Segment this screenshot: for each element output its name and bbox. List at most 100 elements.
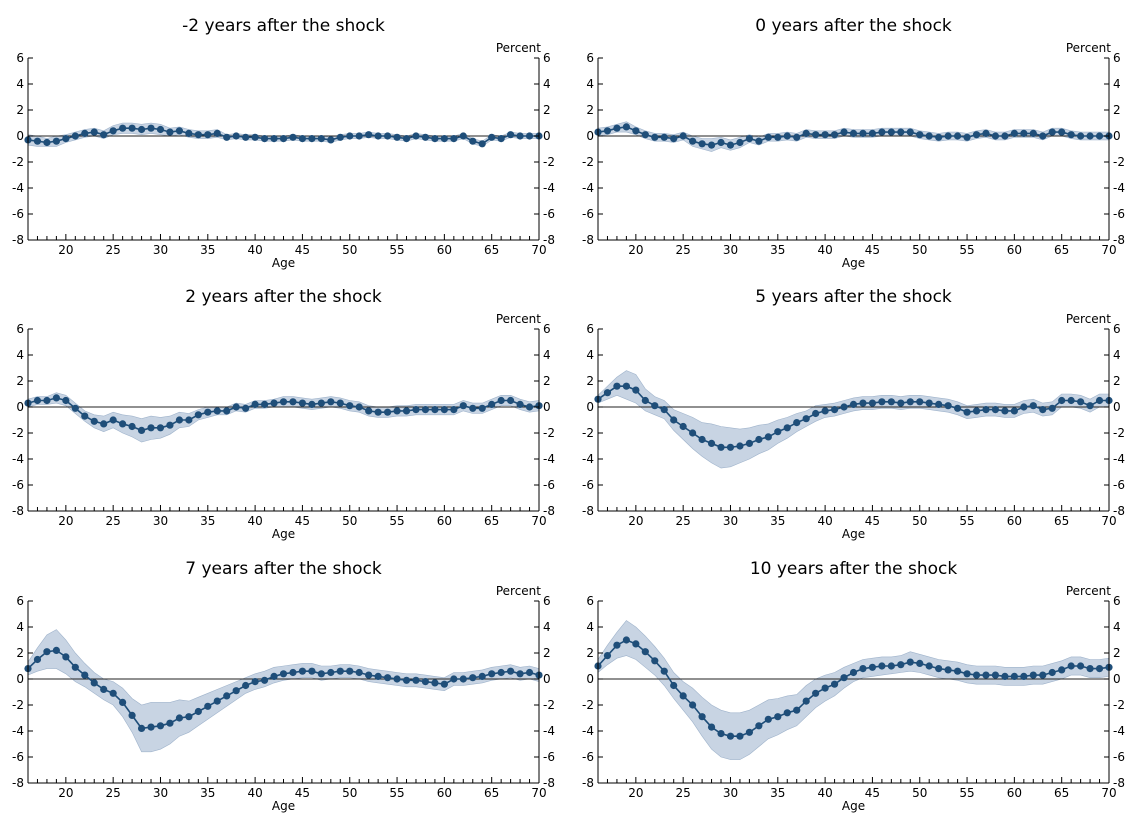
data-point (497, 396, 505, 405)
data-point (1048, 404, 1056, 412)
y-tick-label-right: -6 (543, 750, 555, 764)
y-tick-label-right: -4 (1113, 724, 1125, 738)
data-point (726, 732, 735, 740)
y-tick-label-left: -6 (582, 207, 594, 221)
y-tick-label-left: 4 (16, 77, 24, 91)
y-unit-label: Percent (1066, 584, 1111, 598)
data-point (916, 659, 924, 668)
data-point (232, 403, 240, 411)
x-tick-label: 25 (106, 786, 121, 800)
y-tick-label-right: -2 (1113, 698, 1125, 712)
y-tick-label-right: 6 (1113, 51, 1121, 65)
y-tick-label-left: 2 (586, 103, 594, 117)
data-point (459, 675, 467, 683)
data-point (137, 426, 146, 434)
data-point (251, 400, 259, 408)
data-point (670, 681, 678, 690)
data-point (270, 135, 278, 143)
y-tick-label-right: -8 (1113, 776, 1125, 790)
y-tick-label-left: -8 (12, 776, 24, 790)
data-point (355, 132, 363, 140)
data-point (1095, 396, 1104, 405)
data-point (137, 125, 146, 134)
data-point (897, 128, 905, 136)
data-point (830, 680, 839, 688)
data-point (459, 402, 467, 410)
x-tick-label: 30 (723, 514, 738, 528)
data-point (679, 692, 687, 700)
x-tick-label: 45 (295, 786, 310, 800)
y-tick-label-left: 0 (586, 129, 594, 143)
data-point (431, 135, 439, 143)
x-tick-label: 50 (342, 514, 357, 528)
data-point (223, 133, 231, 141)
chart-panel-0: -2 years after the shock -8 -8 -6 -6 -4 -4 -2 -2… (12, 16, 555, 270)
data-point (421, 406, 430, 414)
x-tick-label: 25 (676, 514, 691, 528)
data-point (175, 416, 184, 424)
data-point (421, 133, 430, 141)
data-point (632, 127, 640, 135)
data-point (516, 400, 524, 408)
data-point (516, 132, 524, 140)
y-unit-label: Percent (1066, 41, 1111, 55)
x-tick-label: 65 (484, 786, 499, 800)
y-tick-label-right: 0 (543, 672, 551, 686)
y-tick-label-right: 0 (1113, 400, 1121, 414)
data-point (925, 399, 933, 407)
data-point (431, 406, 439, 414)
y-tick-label-left: 6 (586, 322, 594, 336)
y-tick-label-left: 2 (16, 103, 24, 117)
data-point (185, 713, 193, 721)
data-point (100, 420, 108, 428)
y-tick-label-right: 4 (543, 77, 551, 91)
y-tick-label-right: -6 (1113, 750, 1125, 764)
data-point (868, 129, 877, 137)
y-tick-label-left: -8 (12, 504, 24, 518)
data-point (440, 406, 448, 414)
data-point (185, 416, 193, 424)
y-tick-label-left: -6 (582, 750, 594, 764)
x-tick-label: 55 (389, 786, 404, 800)
data-point (660, 133, 668, 141)
y-unit-label: Percent (496, 312, 541, 326)
y-tick-label-left: 0 (16, 129, 24, 143)
x-tick-label: 45 (295, 243, 310, 257)
y-tick-label-right: -4 (543, 724, 555, 738)
y-tick-label-left: 2 (16, 374, 24, 388)
data-point (679, 132, 687, 140)
data-point (213, 407, 221, 415)
data-point (1058, 128, 1066, 136)
data-point (812, 689, 820, 697)
data-point (1001, 672, 1009, 681)
data-point (147, 124, 155, 132)
y-tick-label-right: -2 (1113, 426, 1125, 440)
data-point (507, 131, 515, 139)
y-unit-label: Percent (496, 41, 541, 55)
y-tick-label-right: 6 (543, 594, 551, 608)
x-tick-label: 25 (106, 514, 121, 528)
data-point (81, 671, 89, 679)
data-point (62, 653, 70, 661)
data-point (1067, 396, 1075, 405)
data-point (689, 701, 697, 709)
y-tick-label-left: -4 (582, 724, 594, 738)
data-point (878, 128, 886, 136)
y-tick-label-right: -8 (1113, 504, 1125, 518)
panel-title: -2 years after the shock (182, 16, 385, 36)
x-tick-label: 35 (200, 243, 215, 257)
data-point (641, 131, 649, 139)
y-tick-label-left: -8 (582, 233, 594, 247)
panel-title: 10 years after the shock (750, 559, 958, 579)
data-point (698, 713, 706, 721)
data-point (204, 131, 212, 139)
x-tick-label: 40 (247, 514, 262, 528)
data-point (355, 403, 363, 411)
data-point (660, 406, 668, 414)
data-point (147, 723, 155, 731)
data-point (613, 382, 621, 390)
data-point (459, 132, 467, 140)
data-point (1020, 129, 1028, 137)
x-axis-label: Age (842, 799, 865, 813)
data-point (1039, 132, 1047, 140)
